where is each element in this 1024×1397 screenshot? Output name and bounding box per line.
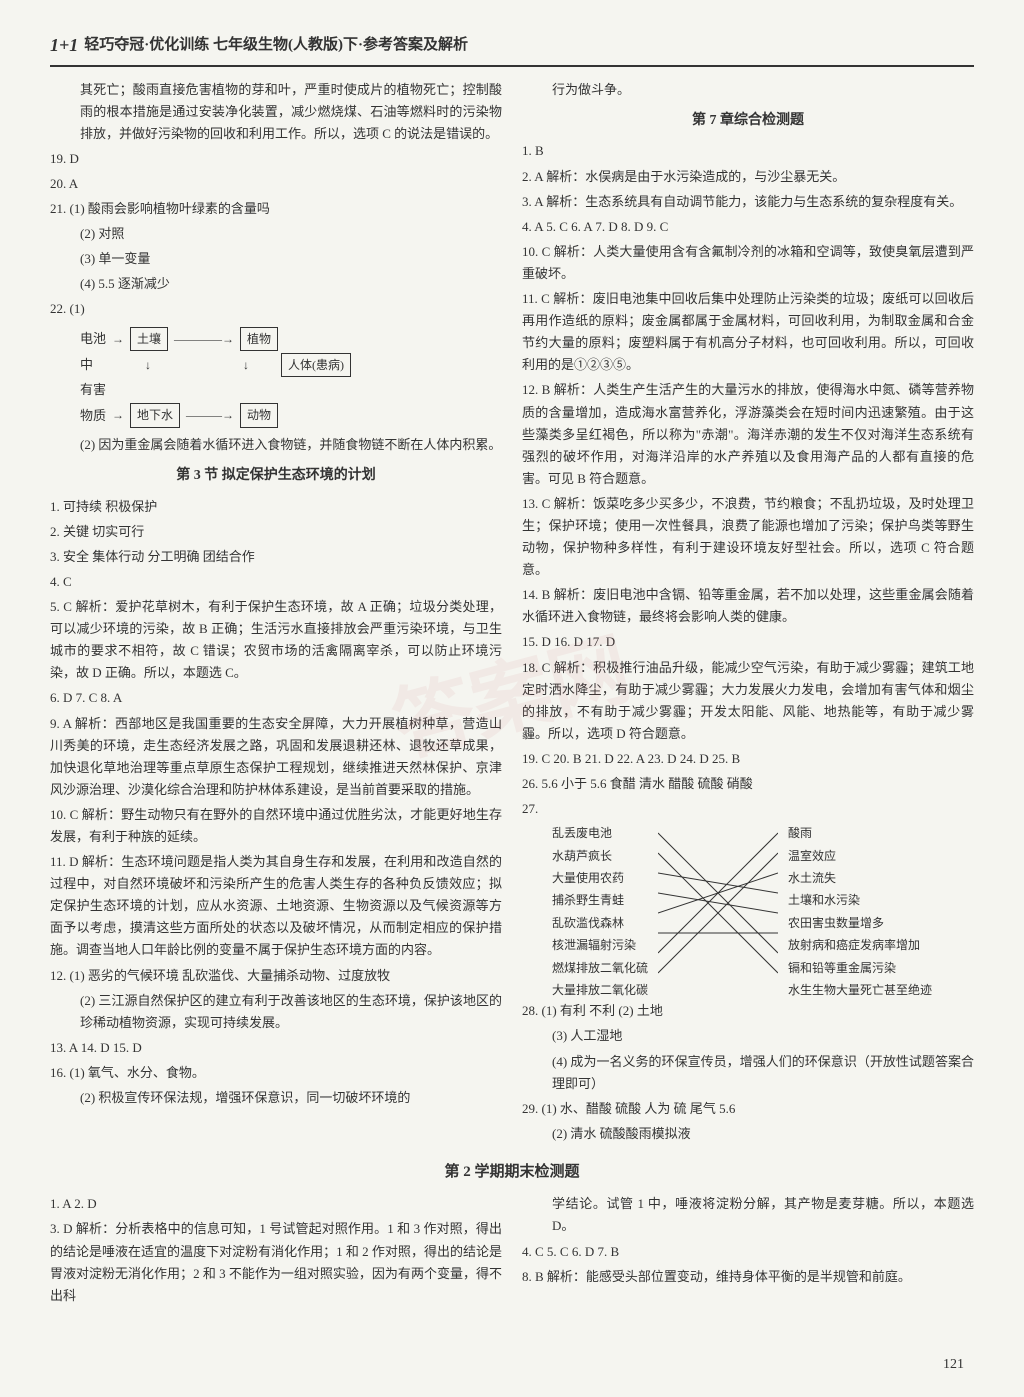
s3-q11: 11. D 解析：生态环境问题是指人类为其自身生存和发展，在利用和改造自然的过程… [50,851,502,961]
arrow-icon: → [112,329,124,349]
c7-q18: 18. C 解析：积极推行油品升级，能减少空气污染，有助于减少雾霾；建筑工地定时… [522,657,974,745]
c7-q28-4: (4) 成为一名义务的环保宣传员，增强人们的环保意识（开放性试题答案合理即可） [522,1051,974,1095]
right-column: 行为做斗争。 第 7 章综合检测题 1. B 2. A 解析：水俣病是由于水污染… [522,79,974,1148]
bottom-q1: 1. A 2. D [50,1193,502,1215]
q20: 20. A [50,173,502,195]
s3-q16-2: (2) 积极宣传环保法规，增强环保意识，同一切破坏环境的 [50,1087,502,1109]
match-item: 水生生物大量死亡甚至绝迹 [788,980,932,1000]
diagram-label-3: 有害 [80,379,106,401]
arrow-icon: ↓ [243,355,249,375]
diagram-box: 动物 [240,403,278,427]
match-item: 捕杀野生青蛙 [552,890,648,910]
chapter-7-title: 第 7 章综合检测题 [522,109,974,133]
s3-q4: 4. C [50,571,502,593]
s3-q6: 6. D 7. C 8. A [50,687,502,709]
page-number: 121 [943,1353,964,1377]
diagram-label-2: 中 [80,354,93,376]
match-item: 土壤和水污染 [788,890,932,910]
match-item: 酸雨 [788,823,932,843]
match-lines-container [658,823,778,1000]
arrow-icon: ————→ [174,329,234,349]
match-item: 乱砍滥伐森林 [552,913,648,933]
q22-1: 22. (1) [50,298,502,320]
diagram-box: 地下水 [130,403,180,427]
q22-2: (2) 因为重金属会随着水循环进入食物链，并随食物链不断在人体内积累。 [50,434,502,456]
c7-q29-2: (2) 清水 硫酸酸雨模拟液 [522,1123,974,1145]
s3-q2: 2. 关键 切实可行 [50,521,502,543]
s3-q3: 3. 安全 集体行动 分工明确 团结合作 [50,546,502,568]
bottom-right-column: 学结论。试管 1 中，唾液将淀粉分解，其产物是麦芽糖。所以，本题选 D。 4. … [522,1193,974,1309]
bottom-cont: 学结论。试管 1 中，唾液将淀粉分解，其产物是麦芽糖。所以，本题选 D。 [522,1193,974,1237]
c7-q3: 3. A 解析：生态系统具有自动调节能力，该能力与生态系统的复杂程度有关。 [522,191,974,213]
c7-q10: 10. C 解析：人类大量使用含有含氟制冷剂的冰箱和空调等，致使臭氧层遭到严重破… [522,241,974,285]
c7-q29: 29. (1) 水、醋酸 硫酸 人为 硫 尾气 5.6 [522,1098,974,1120]
q21-2: (2) 对照 [50,223,502,245]
bottom-q3: 3. D 解析：分析表格中的信息可知，1 号试管起对照作用。1 和 3 作对照，… [50,1218,502,1306]
s3-q10: 10. C 解析：野生动物只有在野外的自然环境中通过优胜劣汰，才能更好地生存发展… [50,804,502,848]
left-column: 其死亡；酸雨直接危害植物的芽和叶，严重时使成片的植物死亡；控制酸雨的根本措施是通… [50,79,502,1148]
s3-q16: 16. (1) 氧气、水分、食物。 [50,1062,502,1084]
arrow-icon: → [112,405,124,425]
q21-1: 21. (1) 酸雨会影响植物叶绿素的含量吗 [50,198,502,220]
header-logo: 1+1 [50,30,78,61]
cont-text: 行为做斗争。 [522,79,974,101]
bottom-q8: 8. B 解析：能感受头部位置变动，维持身体平衡的是半规管和前庭。 [522,1266,974,1288]
match-left-list: 乱丢废电池 水葫芦疯长 大量使用农药 捕杀野生青蛙 乱砍滥伐森林 核泄漏辐射污染… [552,823,648,1000]
c7-q1: 1. B [522,140,974,162]
semester-2-title: 第 2 学期期末检测题 [50,1160,974,1186]
s3-q12: 12. (1) 恶劣的气候环境 乱砍滥伐、大量捕杀动物、过度放牧 [50,965,502,987]
bottom-left-column: 1. A 2. D 3. D 解析：分析表格中的信息可知，1 号试管起对照作用。… [50,1193,502,1309]
c7-q15: 15. D 16. D 17. D [522,631,974,653]
intro-text: 其死亡；酸雨直接危害植物的芽和叶，严重时使成片的植物死亡；控制酸雨的根本措施是通… [50,79,502,145]
s3-q12-2: (2) 三江源自然保护区的建立有利于改善该地区的生态环境，保护该地区的珍稀动植物… [50,990,502,1034]
diagram-box-right: 人体(患病) [281,353,351,377]
diagram-label-4: 物质 [80,405,106,427]
match-item: 放射病和癌症发病率增加 [788,935,932,955]
c7-q13: 13. C 解析：饭菜吃多少买多少，不浪费，节约粮食；不乱扔垃圾，及时处理卫生；… [522,493,974,581]
s3-q9: 9. A 解析：西部地区是我国重要的生态安全屏障，大力开展植树种草，营造山川秀美… [50,713,502,801]
c7-q11: 11. C 解析：废旧电池集中回收后集中处理防止污染类的垃圾；废纸可以回收后再用… [522,288,974,376]
bottom-section: 第 2 学期期末检测题 1. A 2. D 3. D 解析：分析表格中的信息可知… [50,1160,974,1310]
c7-q19: 19. C 20. B 21. D 22. A 23. D 24. D 25. … [522,748,974,770]
diagram-box: 土壤 [130,327,168,351]
c7-q28: 28. (1) 有利 不利 (2) 土地 [522,1000,974,1022]
c7-q28-3: (3) 人工湿地 [522,1025,974,1047]
page-header: 1+1 轻巧夺冠·优化训练 七年级生物(人教版)下·参考答案及解析 [50,30,974,67]
c7-q27: 27. [522,798,974,820]
c7-q4: 4. A 5. C 6. A 7. D 8. D 9. C [522,216,974,238]
s3-q1: 1. 可持续 积极保护 [50,496,502,518]
match-item: 水葫芦疯长 [552,846,648,866]
q19: 19. D [50,148,502,170]
match-item: 水土流失 [788,868,932,888]
match-item: 乱丢废电池 [552,823,648,843]
c7-q12: 12. B 解析：人类生产生活产生的大量污水的排放，使得海水中氮、磷等营养物质的… [522,379,974,489]
q21-3: (3) 单一变量 [50,248,502,270]
s3-q5: 5. C 解析：爱护花草树木，有利于保护生态环境，故 A 正确；垃圾分类处理，可… [50,596,502,684]
match-item: 大量排放二氧化碳 [552,980,648,1000]
arrow-icon: ↓ [145,355,151,375]
s3-q13: 13. A 14. D 15. D [50,1037,502,1059]
diagram-label-1: 电池 [80,328,106,350]
matching-diagram: 乱丢废电池 水葫芦疯长 大量使用农药 捕杀野生青蛙 乱砍滥伐森林 核泄漏辐射污染… [552,823,974,1000]
match-item: 农田害虫数量增多 [788,913,932,933]
arrow-icon: ———→ [186,405,234,425]
main-columns: 其死亡；酸雨直接危害植物的芽和叶，严重时使成片的植物死亡；控制酸雨的根本措施是通… [50,79,974,1148]
section-3-title: 第 3 节 拟定保护生态环境的计划 [50,464,502,488]
match-right-list: 酸雨 温室效应 水土流失 土壤和水污染 农田害虫数量增多 放射病和癌症发病率增加… [788,823,932,1000]
q21-4: (4) 5.5 逐渐减少 [50,273,502,295]
match-lines-svg [658,823,778,983]
food-chain-diagram: 电池 → 土壤 ————→ 植物 中 ↓ ↓ 人体(患病) 有害 物质 → [80,327,502,428]
diagram-box: 植物 [240,327,278,351]
header-title: 轻巧夺冠·优化训练 七年级生物(人教版)下·参考答案及解析 [84,33,468,59]
c7-q14: 14. B 解析：废旧电池中含镉、铅等重金属，若不加以处理，这些重金属会随着水循… [522,584,974,628]
c7-q26: 26. 5.6 小于 5.6 食醋 清水 醋酸 硫酸 硝酸 [522,773,974,795]
match-item: 温室效应 [788,846,932,866]
match-item: 镉和铅等重金属污染 [788,958,932,978]
match-item: 大量使用农药 [552,868,648,888]
bottom-q4: 4. C 5. C 6. D 7. B [522,1241,974,1263]
match-item: 核泄漏辐射污染 [552,935,648,955]
c7-q2: 2. A 解析：水俣病是由于水污染造成的，与沙尘暴无关。 [522,166,974,188]
match-item: 燃煤排放二氧化硫 [552,958,648,978]
